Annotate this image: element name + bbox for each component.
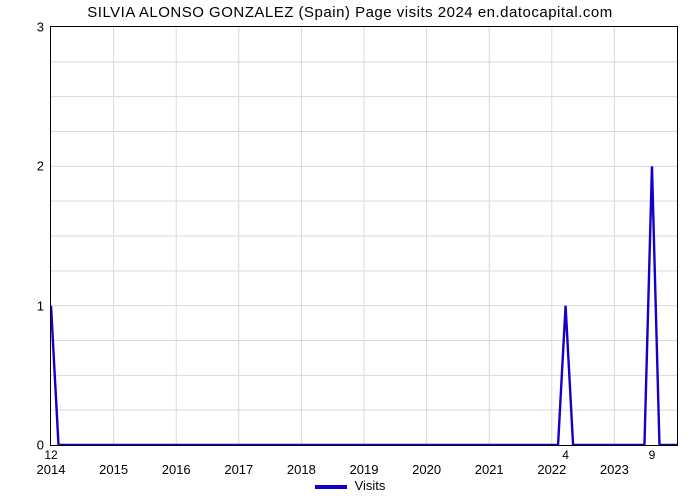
x-tick-label: 2023: [600, 462, 629, 477]
legend: Visits: [0, 478, 700, 493]
x-tick-label: 2014: [37, 462, 66, 477]
bar-annotation: 12: [44, 448, 57, 462]
y-tick-label: 0: [4, 438, 44, 453]
plot-svg: [51, 27, 677, 445]
x-tick-label: 2020: [412, 462, 441, 477]
legend-label: Visits: [355, 478, 386, 493]
x-tick-label: 2016: [162, 462, 191, 477]
x-tick-label: 2022: [537, 462, 566, 477]
bar-annotation: 9: [649, 448, 656, 462]
legend-swatch: [315, 485, 347, 489]
y-tick-label: 1: [4, 298, 44, 313]
x-tick-label: 2018: [287, 462, 316, 477]
y-tick-label: 2: [4, 159, 44, 174]
plot-area: [50, 26, 678, 446]
y-tick-label: 3: [4, 20, 44, 35]
x-tick-label: 2019: [350, 462, 379, 477]
x-tick-label: 2015: [99, 462, 128, 477]
x-tick-label: 2017: [224, 462, 253, 477]
bar-annotation: 4: [562, 448, 569, 462]
chart-title: SILVIA ALONSO GONZALEZ (Spain) Page visi…: [0, 4, 700, 21]
x-tick-label: 2021: [475, 462, 504, 477]
